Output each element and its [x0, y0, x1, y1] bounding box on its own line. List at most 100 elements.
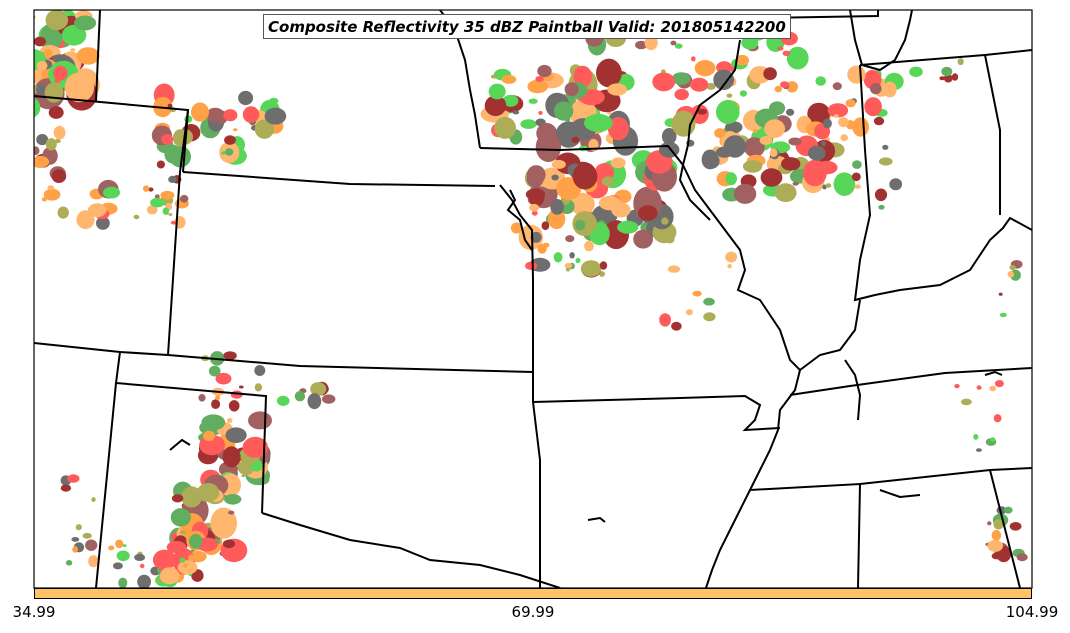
storm-cell	[161, 134, 174, 145]
storm-cell	[228, 510, 235, 515]
storm-cell	[599, 271, 605, 277]
storm-cell	[744, 137, 765, 158]
map-title: Composite Reflectivity 35 dBZ Paintball …	[263, 14, 791, 39]
storm-cell	[156, 160, 165, 169]
storm-cell	[873, 116, 885, 126]
storm-cell	[1009, 264, 1016, 271]
storm-cell	[572, 163, 598, 190]
storm-cell	[596, 58, 622, 88]
storm-cell	[941, 66, 953, 77]
storm-cell	[36, 60, 48, 71]
storm-cell	[118, 577, 128, 588]
storm-cell	[537, 64, 552, 78]
storm-cell	[607, 83, 627, 96]
storm-cell	[659, 313, 671, 327]
storm-cell	[1003, 506, 1013, 514]
storm-cell	[833, 172, 856, 196]
storm-cell	[103, 186, 120, 199]
storm-cell	[535, 132, 562, 163]
storm-cell	[215, 372, 232, 385]
storm-cell	[976, 385, 982, 390]
storm-cell	[233, 128, 238, 132]
storm-cell	[547, 208, 566, 230]
storm-cell	[179, 557, 186, 563]
storm-cell	[137, 574, 151, 588]
storm-cell	[48, 106, 64, 119]
storm-cell	[617, 220, 639, 234]
storm-cell	[825, 183, 832, 188]
storm-cell	[198, 394, 206, 402]
storm-cell	[152, 549, 177, 571]
storm-cell	[164, 144, 182, 164]
storm-cell	[484, 95, 507, 117]
storm-cell	[570, 192, 595, 216]
storm-cell	[60, 484, 72, 492]
storm-cell	[685, 309, 693, 316]
storm-cell	[987, 539, 1003, 552]
storm-cell	[188, 554, 195, 563]
storm-cell	[763, 67, 777, 81]
storm-cell	[733, 183, 757, 204]
storm-cell	[1009, 522, 1022, 531]
storm-cell	[57, 206, 69, 219]
storm-cell	[975, 448, 982, 452]
storm-cell	[208, 365, 221, 377]
storm-cell	[64, 72, 95, 103]
storm-cell	[65, 560, 73, 566]
storm-cell	[723, 135, 746, 158]
storm-cell	[611, 202, 631, 218]
storm-cell	[807, 102, 831, 125]
storm-cell	[76, 210, 95, 230]
storm-cell	[661, 217, 669, 225]
storm-cell	[769, 101, 786, 116]
storm-cell	[150, 197, 165, 208]
storm-cell	[241, 474, 246, 478]
storm-cell	[939, 76, 945, 81]
storm-cell	[851, 172, 861, 182]
storm-cell	[713, 69, 735, 91]
storm-cell	[53, 125, 66, 140]
storm-cell	[541, 221, 550, 231]
colorbar-tick-mid: 69.99	[511, 603, 555, 621]
storm-cell	[909, 66, 923, 78]
storm-cell	[584, 240, 594, 252]
storm-cell	[571, 136, 580, 144]
storm-cell	[228, 400, 240, 412]
storm-cell	[525, 188, 546, 201]
storm-cell	[838, 117, 849, 128]
storm-cell	[179, 530, 186, 535]
storm-cell	[670, 40, 677, 46]
storm-cell	[821, 140, 826, 147]
storm-cell	[874, 188, 888, 202]
storm-cell	[637, 205, 658, 221]
storm-cell	[703, 297, 715, 306]
storm-cell	[550, 199, 565, 215]
storm-cell	[788, 137, 802, 146]
storm-cell	[227, 418, 233, 423]
storm-cell	[840, 134, 848, 142]
state-boundaries	[34, 10, 1032, 588]
storm-cell	[592, 228, 602, 235]
storm-cell	[635, 40, 648, 50]
storm-cell	[786, 108, 795, 116]
storm-cell	[633, 229, 653, 249]
storm-cell	[960, 398, 972, 406]
storm-cell	[206, 107, 225, 123]
storm-cell	[833, 114, 839, 118]
storm-cell	[180, 194, 189, 203]
storm-cell	[987, 521, 992, 526]
storm-cell	[88, 555, 99, 568]
storm-cell	[96, 216, 110, 230]
storm-cell	[116, 550, 130, 562]
storm-cell	[752, 128, 757, 134]
storm-cell	[146, 205, 158, 215]
storm-cell	[219, 484, 225, 489]
storm-cell	[74, 15, 97, 31]
storm-cell	[203, 430, 215, 442]
storm-cell	[822, 118, 832, 129]
storm-cell	[61, 24, 87, 46]
storm-cell	[553, 252, 563, 263]
storm-cell	[115, 539, 124, 549]
storm-cell	[551, 159, 566, 169]
storm-cell	[760, 168, 783, 187]
